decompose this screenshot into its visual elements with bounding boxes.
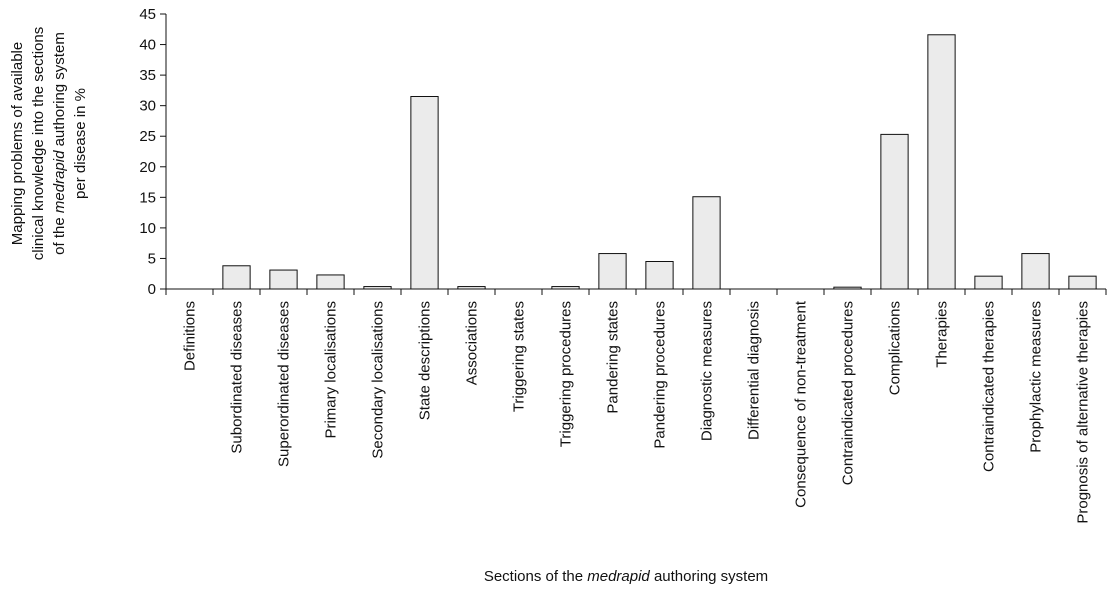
axis-title-part: authoring system [51,32,68,150]
y-tick-label: 30 [139,98,156,115]
y-tick-label: 20 [139,159,156,176]
y-axis-title-line: per disease in % [72,88,89,199]
x-tick-label: Superordinated diseases [276,301,293,467]
bar [1021,253,1050,290]
y-tick-label: 10 [139,220,156,237]
bar [551,286,580,290]
bar [457,286,486,290]
bar [927,34,956,290]
x-tick-label: Primary localisations [323,301,340,439]
axis-title-part: medrapid [587,568,650,585]
bar [974,275,1003,290]
x-tick-label: Diagnostic measures [699,301,716,441]
y-axis-title-line: Mapping problems of available [9,42,26,245]
bar [598,253,627,290]
y-axis: 0 5 10 15 20 25 30 35 40 45 [139,6,167,298]
bar [316,274,345,290]
x-tick-label: Prophylactic measures [1028,301,1045,453]
x-axis-title: Sections of the medrapid authoring syste… [484,568,768,585]
y-tick-label: 5 [148,250,156,267]
x-tick-label: State descriptions [417,301,434,420]
x-tick-label: Pandering states [605,301,622,414]
y-tick-label: 40 [139,37,156,54]
bar [363,286,392,290]
bar [269,269,298,290]
bar [1068,275,1097,290]
y-tick-label: 45 [139,6,156,23]
x-tick-label: Associations [464,301,481,385]
x-tick-label: Contraindicated procedures [840,301,857,485]
x-tick-label: Triggering states [511,301,528,412]
y-tick-label: 15 [139,189,156,206]
x-tick-label: Consequence of non-treatment [793,300,810,508]
axis-title-part: per disease in % [72,88,89,199]
y-axis-title-line: of the medrapid authoring system [51,32,68,255]
bar [692,196,721,290]
axis-title-part: Mapping problems of available [9,42,26,245]
axis-title-part: Sections of the [484,568,587,585]
x-tick-label: Secondary localisations [370,301,387,459]
axis-title-part: medrapid [51,150,68,213]
x-tick-label: Therapies [934,301,951,368]
x-tick-label: Differential diagnosis [746,301,763,440]
axis-title-part: of the [51,213,68,255]
bar [410,96,439,290]
y-tick-label: 35 [139,67,156,84]
x-tick-label: Prognosis of alternative therapies [1075,301,1092,524]
y-axis-title-line: clinical knowledge into the sections [30,27,47,260]
bar [645,261,674,290]
bars [222,34,1097,290]
y-axis-title: Mapping problems of available clinical kn… [9,27,89,260]
x-tick-label: Definitions [182,301,199,371]
x-tick-label: Contraindicated therapies [981,301,998,472]
x-tick-label: Triggering procedures [558,301,575,447]
axis-title-part: authoring system [650,568,768,585]
x-axis-title: Sections of the medrapid authoring syste… [484,568,768,585]
x-tick-label: Subordinated diseases [229,301,246,454]
y-tick-label: 25 [139,128,156,145]
x-tick-label: Complications [887,301,904,395]
bar [833,286,862,290]
axis-title-part: clinical knowledge into the sections [30,27,47,260]
bar [222,265,251,290]
x-axis: Definitions Subordinated diseases Superord… [165,288,1107,524]
y-tick-label: 0 [148,281,156,298]
x-tick-label: Pandering procedures [652,301,669,449]
bar [880,133,909,290]
